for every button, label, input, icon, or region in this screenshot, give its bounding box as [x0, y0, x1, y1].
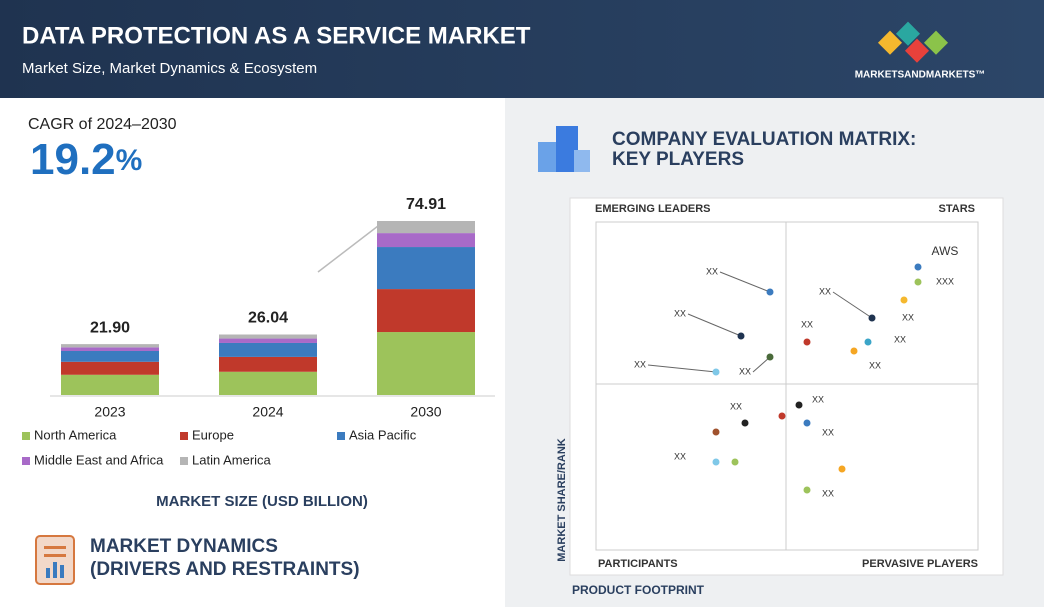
quadrant-label: STARS [939, 203, 975, 215]
company-label: XX [801, 319, 813, 329]
company-label: XX [894, 334, 906, 344]
quadrant-label: PERVASIVE PLAYERS [862, 558, 978, 570]
bar-segment [61, 374, 159, 395]
company-dot [900, 296, 908, 304]
company-label: XX [674, 308, 686, 318]
company-dot [766, 353, 774, 361]
company-label: XX [902, 312, 914, 322]
company-label: XX [812, 394, 824, 404]
company-dot [737, 332, 745, 340]
company-label: AWS [932, 244, 959, 258]
cagr-label: CAGR of 2024–2030 [28, 116, 177, 133]
x-tick-label: 2024 [252, 404, 283, 420]
x-tick-label: 2023 [94, 404, 125, 420]
dynamics-subtitle: (DRIVERS AND RESTRAINTS) [90, 559, 360, 580]
cagr-unit: % [116, 144, 143, 177]
leader-line [832, 291, 873, 319]
company-label: XX [730, 401, 742, 411]
bar-segment [219, 342, 317, 357]
matrix-x-label: PRODUCT FOOTPRINT [572, 583, 705, 597]
company-dot [914, 278, 922, 286]
bar-segment [377, 233, 475, 248]
company-label: XX [674, 451, 686, 461]
bar-segment [219, 356, 317, 372]
company-label: XX [634, 359, 646, 369]
company-dot [850, 347, 858, 355]
bar-segment [61, 347, 159, 351]
company-label: XX [706, 266, 718, 276]
legend-swatch [22, 457, 30, 465]
matrix-icon [538, 126, 590, 172]
legend-label: Asia Pacific [349, 427, 417, 442]
bar-segment [219, 334, 317, 339]
matrix-area [595, 221, 979, 551]
company-label: XXX [936, 276, 954, 286]
header-bg [0, 0, 1044, 98]
company-dot [778, 412, 786, 420]
company-dot [741, 419, 749, 427]
company-dot [838, 465, 846, 473]
quadrant-label: PARTICIPANTS [598, 558, 678, 570]
total-label: 26.04 [248, 310, 288, 327]
legend-swatch [180, 457, 188, 465]
company-dot [914, 263, 922, 271]
legend-swatch [337, 432, 345, 440]
company-dot [795, 401, 803, 409]
company-dot [868, 314, 876, 322]
dynamics-icon [35, 535, 75, 585]
leader-line [647, 364, 717, 373]
legend-label: North America [34, 427, 117, 442]
total-label: 74.91 [406, 196, 446, 213]
company-dot [712, 458, 720, 466]
x-tick-label: 2030 [410, 404, 441, 420]
company-label: XX [822, 488, 834, 498]
bar-segment [61, 344, 159, 348]
bar-segment [61, 350, 159, 362]
company-dot [712, 428, 720, 436]
bar-segment [377, 221, 475, 234]
company-dot [712, 368, 720, 376]
company-dot [731, 458, 739, 466]
quadrant-label: EMERGING LEADERS [595, 203, 711, 215]
bar-segment [377, 332, 475, 395]
matrix-title: COMPANY EVALUATION MATRIX: [612, 129, 916, 150]
cagr-number: 19.2 [30, 135, 116, 184]
bar-segment [219, 371, 317, 395]
brand: MARKETSANDMARKETS™ [855, 70, 986, 81]
legend-label: Europe [192, 427, 234, 442]
header-title: DATA PROTECTION AS A SERVICE MARKET [22, 22, 531, 49]
company-dot [803, 419, 811, 427]
bar-segment [219, 338, 317, 343]
dynamics-title: MARKET DYNAMICS [90, 536, 278, 557]
leader-line [687, 313, 742, 337]
company-label: XX [739, 366, 751, 376]
legend-label: Middle East and Africa [34, 452, 164, 467]
bar-segment [377, 247, 475, 290]
company-dot [803, 486, 811, 494]
cagr-value: 19.2% [30, 135, 142, 184]
bar-chart: 21.90 2023 26.04 2024 74.91 2030 North America… [22, 196, 475, 467]
bar-segment [61, 361, 159, 375]
legend-swatch [22, 432, 30, 440]
x-axis-label: MARKET SIZE (USD BILLION) [156, 493, 368, 510]
legend-swatch [180, 432, 188, 440]
company-label: XX [869, 360, 881, 370]
bar-segment [377, 289, 475, 333]
company-dot [766, 288, 774, 296]
leader-line [752, 356, 771, 373]
company-dot [803, 338, 811, 346]
company-dot [864, 338, 872, 346]
matrix-subtitle: KEY PLAYERS [612, 149, 744, 170]
leader-line [719, 271, 771, 293]
legend-label: Latin America [192, 452, 272, 467]
company-label: XX [822, 427, 834, 437]
header-subtitle: Market Size, Market Dynamics & Ecosystem [22, 60, 317, 77]
growth-arrow [317, 225, 379, 273]
y-axis-label: MARKET SHARE/RANK [556, 438, 568, 562]
total-label: 21.90 [90, 319, 130, 336]
company-label: XX [819, 286, 831, 296]
